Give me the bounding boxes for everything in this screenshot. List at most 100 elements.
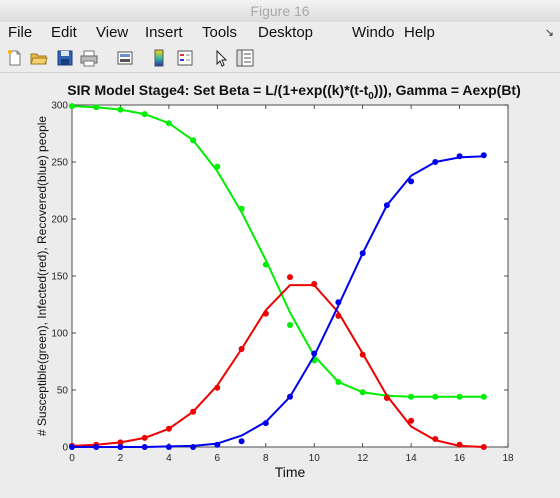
infected-data-point (141, 434, 148, 441)
pointer-icon[interactable] (212, 49, 230, 67)
infected-data-point (117, 439, 124, 446)
chart-title-tail: ))), Gamma = Aexp(Bt) (374, 82, 521, 98)
susceptible-data-point (93, 104, 100, 111)
recovered-data-point (480, 152, 487, 159)
print-preview-icon[interactable] (116, 49, 134, 67)
recovered-data-point (311, 350, 318, 357)
susceptible-data-point (165, 120, 172, 127)
infected-data-point (214, 384, 221, 391)
susceptible-data-point (190, 137, 197, 144)
y-tick-label: 250 (51, 158, 68, 169)
menu-view[interactable]: View (96, 24, 129, 41)
recovered-data-point (165, 444, 172, 450)
recovered-data-point (432, 159, 439, 165)
susceptible-data-point (335, 379, 342, 385)
recovered-data-point (383, 202, 390, 209)
x-tick-label: 12 (357, 453, 369, 464)
susceptible-data-point (359, 389, 366, 396)
chart-title: SIR Model Stage4: Set Beta = L/(1+exp((k… (67, 82, 521, 102)
susceptible-model-line (71, 105, 484, 398)
y-tick-label: 300 (51, 101, 68, 112)
chart-title-main: SIR Model Stage4: Set Beta = L/(1+exp((k… (67, 82, 368, 98)
window-title: Figure 16 (250, 3, 310, 19)
menu-window[interactable]: Windo (352, 24, 395, 41)
menubar: File Edit View Insert Tools Desktop Wind… (0, 22, 560, 44)
x-tick-label: 14 (406, 453, 418, 464)
recovered-data-point (408, 178, 415, 185)
recovered-data-point (456, 153, 463, 160)
infected-data-point (311, 281, 318, 287)
infected-data-point (432, 436, 439, 442)
x-tick-label: 6 (215, 453, 221, 464)
susceptible-data-point (117, 106, 124, 113)
y-tick-label: 200 (51, 215, 68, 226)
open-file-icon[interactable] (30, 49, 48, 67)
x-tick-label: 8 (263, 453, 269, 464)
x-tick-label: 18 (502, 453, 514, 464)
recovered-data-point (335, 299, 342, 306)
series-group (69, 103, 487, 450)
menu-insert[interactable]: Insert (145, 24, 183, 41)
infected-data-point (456, 441, 463, 448)
chart-title-subscript: 0 (368, 91, 374, 102)
menu-edit[interactable]: Edit (51, 24, 77, 41)
legend-icon[interactable] (176, 49, 194, 67)
recovered-data-point (287, 393, 293, 400)
property-editor-icon[interactable] (236, 49, 254, 67)
recovered-data-point (117, 444, 124, 450)
x-tick-label: 0 (69, 453, 75, 464)
recovered-data-point (359, 250, 366, 257)
susceptible-data-point (480, 393, 487, 400)
susceptible-data-point (432, 393, 439, 400)
menu-help[interactable]: Help (404, 24, 435, 41)
susceptible-data-point (214, 163, 221, 170)
y-tick-label: 150 (51, 272, 68, 283)
save-icon[interactable] (56, 49, 74, 67)
recovered-data-point (190, 444, 197, 450)
menu-desktop[interactable]: Desktop (258, 24, 314, 41)
infected-data-point (238, 346, 245, 352)
y-tick-label: 50 (57, 386, 69, 397)
x-tick-label: 2 (118, 453, 124, 464)
toolbar (0, 44, 560, 73)
infected-data-point (165, 425, 172, 432)
recovered-data-point (93, 444, 100, 450)
recovered-data-point (238, 438, 245, 445)
colorbar-icon[interactable] (150, 49, 168, 67)
figure-area: SIR Model Stage4: Set Beta = L/(1+exp((k… (0, 73, 560, 493)
recovered-data-point (262, 420, 269, 427)
x-tick-label: 10 (309, 453, 321, 464)
susceptible-data-point (141, 111, 148, 118)
new-figure-icon[interactable] (6, 49, 24, 67)
menu-overflow-arrow-icon[interactable]: ↘ (544, 27, 554, 39)
menu-tools[interactable]: Tools (202, 24, 238, 41)
infected-model-line (71, 284, 484, 448)
x-tick-label: 4 (166, 453, 172, 464)
susceptible-data-point (69, 103, 75, 110)
recovered-data-point (141, 444, 148, 450)
susceptible-data-point (238, 205, 245, 212)
infected-data-point (383, 395, 390, 401)
recovered-model-line (72, 155, 484, 448)
y-tick-label: 100 (51, 329, 68, 340)
y-axis-label: # Susceptible(green), Infected(red), Rec… (35, 116, 49, 437)
y-tick-label: 0 (62, 443, 68, 454)
infected-data-point (287, 274, 293, 281)
recovered-data-point (69, 444, 75, 450)
infected-data-point (480, 444, 487, 450)
infected-data-point (335, 312, 342, 319)
susceptible-data-point (456, 393, 463, 400)
susceptible-data-point (408, 393, 415, 400)
window-titlebar: Figure 16 (0, 0, 560, 23)
sir-model-chart: SIR Model Stage4: Set Beta = L/(1+exp((k… (35, 82, 521, 480)
x-tick-label: 16 (454, 453, 466, 464)
recovered-data-point (214, 441, 221, 448)
menu-file[interactable]: File (8, 24, 33, 41)
susceptible-data-point (262, 261, 269, 268)
x-axis-label: Time (275, 464, 306, 480)
print-icon[interactable] (80, 49, 98, 67)
infected-data-point (359, 351, 366, 358)
infected-data-point (190, 408, 197, 415)
infected-data-point (408, 417, 415, 424)
susceptible-data-point (287, 322, 293, 328)
